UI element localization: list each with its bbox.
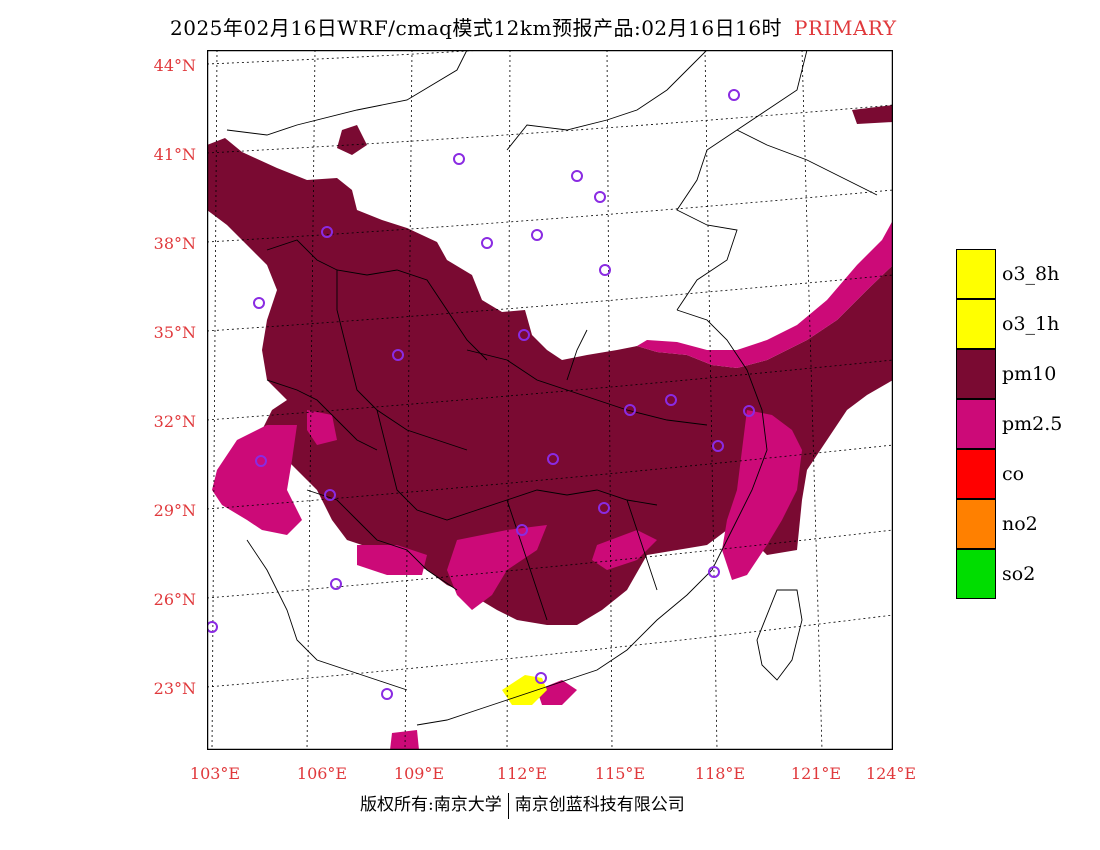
station-marker — [728, 89, 740, 101]
pm25-sichuan-area — [307, 410, 337, 445]
pm25-east-band — [637, 220, 893, 368]
copyright-left: 版权所有:南京大学 — [360, 795, 502, 815]
lon-label: 124°E — [865, 764, 917, 783]
footer-divider — [507, 792, 509, 819]
station-marker — [518, 329, 530, 341]
legend-label: so2 — [1002, 563, 1036, 585]
title-primary-label: PRIMARY — [794, 16, 897, 40]
lon-label: 121°E — [790, 764, 842, 783]
station-marker — [381, 688, 393, 700]
station-marker — [392, 349, 404, 361]
pm25-hainan-strip — [390, 730, 419, 750]
lon-label: 118°E — [694, 764, 746, 783]
pm25-se-area — [722, 410, 802, 580]
station-marker — [255, 455, 267, 467]
legend-swatch — [956, 249, 996, 299]
lon-label: 106°E — [296, 764, 348, 783]
station-marker — [712, 440, 724, 452]
station-marker — [531, 229, 543, 241]
lat-label: 32°N — [153, 412, 196, 431]
station-marker — [594, 191, 606, 203]
legend-item-no2: no2 — [956, 499, 1100, 549]
legend-swatch — [956, 299, 996, 349]
lon-label: 115°E — [594, 764, 646, 783]
legend-item-pm10: pm10 — [956, 349, 1100, 399]
station-marker — [481, 237, 493, 249]
legend-swatch — [956, 549, 996, 599]
map-title: 2025年02月16日WRF/cmaq模式12km预报产品:02月16日16时 P… — [170, 12, 897, 41]
lat-label: 23°N — [153, 679, 196, 698]
lon-label: 109°E — [393, 764, 445, 783]
map-frame — [207, 50, 893, 750]
pm10-ne-strip — [852, 105, 893, 124]
o3-coastal-hotspot — [502, 675, 547, 705]
lat-label: 44°N — [153, 56, 196, 75]
legend-item-so2: so2 — [956, 549, 1100, 599]
station-marker — [321, 226, 333, 238]
pm10-north-blob — [337, 125, 367, 155]
lat-label: 41°N — [153, 145, 196, 164]
legend-item-co: co — [956, 449, 1100, 499]
station-marker — [743, 405, 755, 417]
legend-label: co — [1002, 463, 1025, 485]
legend-item-pm25: pm2.5 — [956, 399, 1100, 449]
legend-item-o3-8h: o3_8h — [956, 249, 1100, 299]
station-marker — [207, 621, 218, 633]
legend-label: pm2.5 — [1002, 413, 1063, 435]
pm25-west-area — [212, 425, 302, 535]
station-marker — [547, 453, 559, 465]
legend-label: o3_1h — [1002, 313, 1060, 335]
station-markers — [207, 89, 755, 700]
lat-label: 35°N — [153, 323, 196, 342]
legend-swatch — [956, 349, 996, 399]
legend-item-o3-1h: o3_1h — [956, 299, 1100, 349]
copyright-footer: 版权所有:南京大学 南京创蓝科技有限公司 — [360, 790, 685, 819]
legend-label: no2 — [1002, 513, 1038, 535]
legend-label: pm10 — [1002, 363, 1057, 385]
legend-swatch — [956, 399, 996, 449]
station-marker — [535, 672, 547, 684]
station-marker — [624, 404, 636, 416]
clear-area-north-plain — [507, 150, 677, 335]
station-marker — [453, 153, 465, 165]
station-marker — [571, 170, 583, 182]
station-marker — [708, 566, 720, 578]
pollutant-map — [207, 50, 893, 750]
station-marker — [665, 394, 677, 406]
station-marker — [330, 578, 342, 590]
station-marker — [253, 297, 265, 309]
boundaries — [226, 50, 878, 726]
station-marker — [516, 524, 528, 536]
clear-area-loess — [432, 180, 497, 260]
graticule — [207, 50, 893, 750]
title-main: 2025年02月16日WRF/cmaq模式12km预报产品:02月16日16时 — [170, 16, 783, 40]
legend-label: o3_8h — [1002, 263, 1060, 285]
lat-label: 29°N — [153, 501, 196, 520]
lon-label: 112°E — [496, 764, 548, 783]
lon-label: 103°E — [189, 764, 241, 783]
legend-swatch — [956, 499, 996, 549]
station-marker — [598, 502, 610, 514]
station-marker — [324, 489, 336, 501]
station-marker — [599, 264, 611, 276]
legend-swatch — [956, 449, 996, 499]
lat-label: 26°N — [153, 590, 196, 609]
pm10-region — [207, 138, 893, 625]
lat-label: 38°N — [153, 234, 196, 253]
copyright-right: 南京创蓝科技有限公司 — [514, 795, 685, 815]
